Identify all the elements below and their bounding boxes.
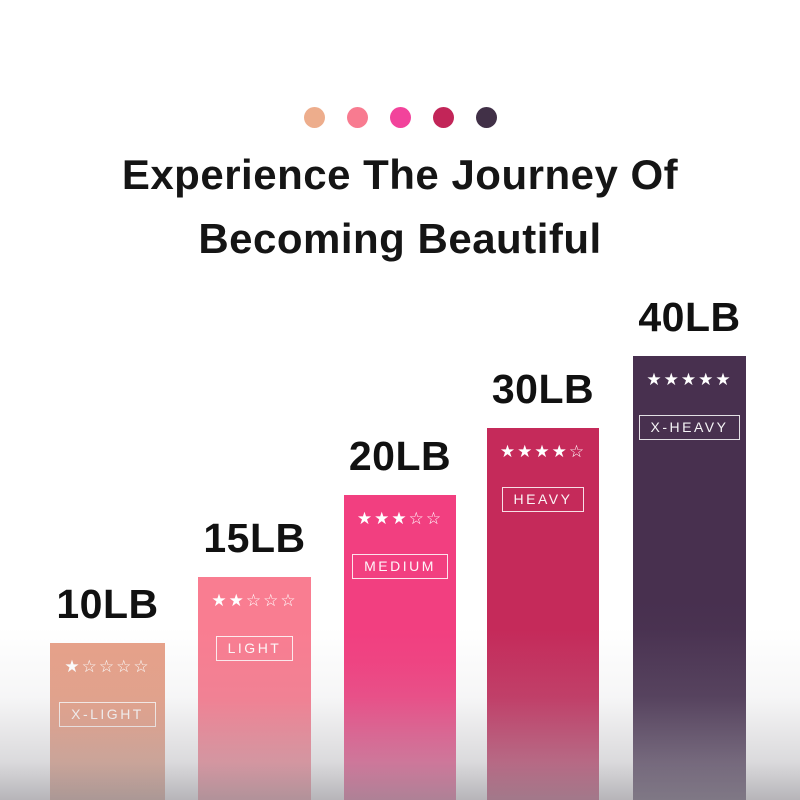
bar-10lb: ★☆☆☆☆ X-LIGHT	[50, 643, 165, 800]
palette-dot-heavy	[432, 107, 454, 128]
star-rating-4-of-5: ★★★★☆	[499, 442, 587, 462]
palette-dot-light	[346, 107, 368, 128]
page-title-line-2: Becoming Beautiful	[198, 215, 602, 262]
bar-group-20lb: 20LB ★★★☆☆ MEDIUM	[344, 433, 456, 800]
bar-group-15lb: 15LB ★★☆☆☆ LIGHT	[198, 515, 311, 800]
palette-dot-x-light	[303, 107, 325, 128]
bar-group-10lb: 10LB ★☆☆☆☆ X-LIGHT	[50, 581, 165, 800]
bar-value-label: 40LB	[638, 294, 741, 340]
star-rating-2-of-5: ★★☆☆☆	[211, 591, 298, 611]
bar-group-30lb: 30LB ★★★★☆ HEAVY	[487, 366, 599, 800]
tier-badge: HEAVY	[501, 487, 585, 512]
palette-dot-x-heavy	[475, 107, 497, 128]
palette-dots-row	[0, 107, 800, 128]
bar-30lb: ★★★★☆ HEAVY	[487, 428, 599, 800]
tier-badge: X-HEAVY	[638, 415, 741, 440]
palette-dot-medium	[389, 107, 411, 128]
bar-15lb: ★★☆☆☆ LIGHT	[198, 577, 311, 800]
star-rating-5-of-5: ★★★★★	[646, 370, 733, 390]
page-title-line-1: Experience The Journey Of	[121, 151, 679, 198]
bar-group-40lb: 40LB ★★★★★ X-HEAVY	[633, 294, 746, 800]
tier-badge: LIGHT	[215, 636, 294, 661]
star-rating-1-of-5: ★☆☆☆☆	[64, 657, 151, 677]
bar-value-label: 20LB	[348, 433, 452, 479]
bar-value-label: 10LB	[56, 581, 159, 627]
page-title: Experience The Journey Of Becoming Beaut…	[0, 151, 800, 263]
bar-value-label: 15LB	[203, 515, 306, 561]
bar-value-label: 30LB	[491, 366, 595, 412]
bar-20lb: ★★★☆☆ MEDIUM	[344, 495, 456, 800]
tier-badge: MEDIUM	[352, 554, 448, 579]
star-rating-3-of-5: ★★★☆☆	[356, 509, 444, 529]
bar-40lb: ★★★★★ X-HEAVY	[633, 356, 746, 800]
tier-badge: X-LIGHT	[59, 702, 156, 727]
